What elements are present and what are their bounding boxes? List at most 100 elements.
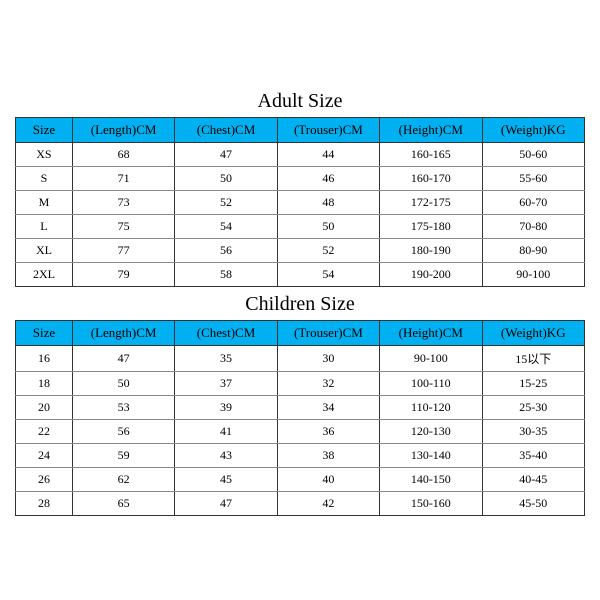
table-row: M 73 52 48 172-175 60-70 xyxy=(16,191,585,215)
cell: 56 xyxy=(72,420,174,444)
cell: 100-110 xyxy=(380,372,482,396)
cell: 71 xyxy=(72,167,174,191)
cell: 36 xyxy=(277,420,379,444)
cell: 110-120 xyxy=(380,396,482,420)
children-header-row: Size (Length)CM (Chest)CM (Trouser)CM (H… xyxy=(16,321,585,346)
cell: 47 xyxy=(175,492,277,516)
cell: 40-45 xyxy=(482,468,584,492)
children-table: Size (Length)CM (Chest)CM (Trouser)CM (H… xyxy=(15,320,585,516)
cell: 41 xyxy=(175,420,277,444)
table-row: 2XL 79 58 54 190-200 90-100 xyxy=(16,263,585,287)
cell: 172-175 xyxy=(380,191,482,215)
cell: 50 xyxy=(277,215,379,239)
table-row: 26 62 45 40 140-150 40-45 xyxy=(16,468,585,492)
table-row: XS 68 47 44 160-165 50-60 xyxy=(16,143,585,167)
col-header: (Height)CM xyxy=(380,321,482,346)
children-tbody: 16 47 35 30 90-100 15以下 18 50 37 32 100-… xyxy=(16,346,585,516)
col-header: (Height)CM xyxy=(380,118,482,143)
cell: 54 xyxy=(277,263,379,287)
cell: 70-80 xyxy=(482,215,584,239)
cell: 150-160 xyxy=(380,492,482,516)
cell: 34 xyxy=(277,396,379,420)
cell: 50 xyxy=(72,372,174,396)
cell: 73 xyxy=(72,191,174,215)
table-row: 18 50 37 32 100-110 15-25 xyxy=(16,372,585,396)
cell: 45 xyxy=(175,468,277,492)
col-header: (Weight)KG xyxy=(482,321,584,346)
cell: 190-200 xyxy=(380,263,482,287)
col-header: Size xyxy=(16,118,73,143)
cell: 90-100 xyxy=(380,346,482,372)
table-row: XL 77 56 52 180-190 80-90 xyxy=(16,239,585,263)
cell: 80-90 xyxy=(482,239,584,263)
cell: 44 xyxy=(277,143,379,167)
table-row: S 71 50 46 160-170 55-60 xyxy=(16,167,585,191)
cell: 35 xyxy=(175,346,277,372)
cell: 42 xyxy=(277,492,379,516)
cell: 160-165 xyxy=(380,143,482,167)
table-row: 24 59 43 38 130-140 35-40 xyxy=(16,444,585,468)
cell: 60-70 xyxy=(482,191,584,215)
cell: 30 xyxy=(277,346,379,372)
table-row: 28 65 47 42 150-160 45-50 xyxy=(16,492,585,516)
cell: 180-190 xyxy=(380,239,482,263)
cell: 43 xyxy=(175,444,277,468)
cell: 18 xyxy=(16,372,73,396)
cell: 54 xyxy=(175,215,277,239)
cell: 25-30 xyxy=(482,396,584,420)
cell: 52 xyxy=(277,239,379,263)
cell: 28 xyxy=(16,492,73,516)
cell: 58 xyxy=(175,263,277,287)
cell: 79 xyxy=(72,263,174,287)
cell: 75 xyxy=(72,215,174,239)
col-header: (Weight)KG xyxy=(482,118,584,143)
col-header: (Trouser)CM xyxy=(277,321,379,346)
cell: 62 xyxy=(72,468,174,492)
col-header: Size xyxy=(16,321,73,346)
table-row: 16 47 35 30 90-100 15以下 xyxy=(16,346,585,372)
cell: M xyxy=(16,191,73,215)
table-row: 20 53 39 34 110-120 25-30 xyxy=(16,396,585,420)
cell: L xyxy=(16,215,73,239)
col-header: (Length)CM xyxy=(72,321,174,346)
table-row: 22 56 41 36 120-130 30-35 xyxy=(16,420,585,444)
adult-header-row: Size (Length)CM (Chest)CM (Trouser)CM (H… xyxy=(16,118,585,143)
cell: 40 xyxy=(277,468,379,492)
table-row: L 75 54 50 175-180 70-80 xyxy=(16,215,585,239)
cell: 56 xyxy=(175,239,277,263)
cell: 32 xyxy=(277,372,379,396)
cell: S xyxy=(16,167,73,191)
cell: 50 xyxy=(175,167,277,191)
cell: 2XL xyxy=(16,263,73,287)
col-header: (Chest)CM xyxy=(175,118,277,143)
cell: 15以下 xyxy=(482,346,584,372)
cell: 22 xyxy=(16,420,73,444)
cell: XS xyxy=(16,143,73,167)
cell: 68 xyxy=(72,143,174,167)
cell: 175-180 xyxy=(380,215,482,239)
cell: 50-60 xyxy=(482,143,584,167)
cell: 20 xyxy=(16,396,73,420)
cell: 140-150 xyxy=(380,468,482,492)
cell: 16 xyxy=(16,346,73,372)
cell: 77 xyxy=(72,239,174,263)
col-header: (Chest)CM xyxy=(175,321,277,346)
cell: 52 xyxy=(175,191,277,215)
cell: 15-25 xyxy=(482,372,584,396)
cell: 90-100 xyxy=(482,263,584,287)
cell: 26 xyxy=(16,468,73,492)
cell: 30-35 xyxy=(482,420,584,444)
cell: 130-140 xyxy=(380,444,482,468)
cell: 47 xyxy=(72,346,174,372)
cell: 46 xyxy=(277,167,379,191)
cell: 38 xyxy=(277,444,379,468)
cell: 48 xyxy=(277,191,379,215)
adult-tbody: XS 68 47 44 160-165 50-60 S 71 50 46 160… xyxy=(16,143,585,287)
cell: 45-50 xyxy=(482,492,584,516)
cell: XL xyxy=(16,239,73,263)
cell: 53 xyxy=(72,396,174,420)
size-chart-container: Adult Size Size (Length)CM (Chest)CM (Tr… xyxy=(15,84,585,516)
col-header: (Length)CM xyxy=(72,118,174,143)
cell: 55-60 xyxy=(482,167,584,191)
adult-table: Size (Length)CM (Chest)CM (Trouser)CM (H… xyxy=(15,117,585,287)
